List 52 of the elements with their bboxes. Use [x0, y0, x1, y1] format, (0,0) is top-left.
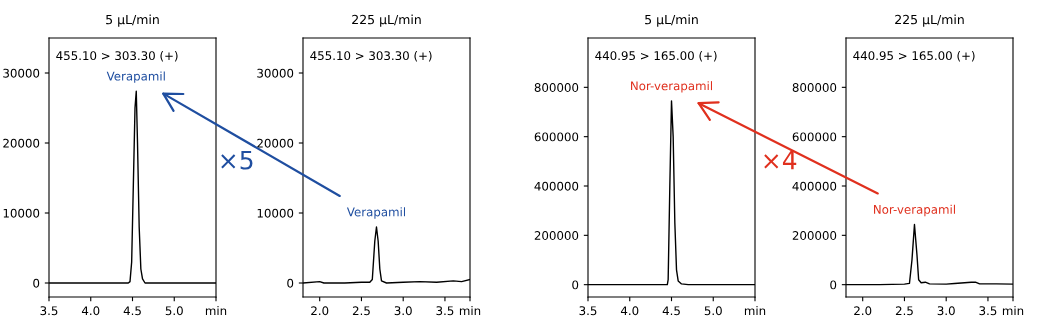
annotation: Nor-verapamil [631, 81, 713, 93]
x-tick-label: 2.5 [895, 306, 913, 316]
y-tick-label: 800000 [792, 83, 837, 92]
y-tick-label: 200000 [534, 231, 579, 240]
x-tick-label: 4.5 [123, 306, 141, 316]
chart-title: 225 µL/min [895, 14, 964, 27]
x-tick-label: 3.5 [579, 306, 597, 316]
y-tick-label: 10000 [257, 208, 294, 218]
y-tick-label: 10000 [3, 208, 40, 218]
y-tick-label: 0 [33, 278, 40, 288]
x-tick-label: 3.0 [937, 306, 955, 316]
x-tick-label: 2.0 [311, 306, 329, 316]
text: ×4 [764, 150, 797, 170]
x-tick-label: 5.0 [165, 306, 183, 316]
x-tick-label: 2.5 [352, 306, 370, 316]
y-tick-label: 600000 [792, 132, 837, 142]
y-tick-label: 30000 [3, 68, 40, 78]
x-tick-label: 3.5 [979, 306, 997, 316]
x-tick-label: 4.0 [81, 306, 100, 316]
x-tick-label: min [744, 306, 766, 315]
x-tick-label: 4.5 [662, 306, 680, 316]
y-tick-label: 0 [830, 280, 837, 290]
x-tick-label: min [459, 306, 481, 315]
annotation: 455.10 > 303.30 (+) [56, 50, 178, 62]
y-tick-label: 600000 [534, 132, 579, 142]
x-tick-label: min [1002, 306, 1024, 315]
y-tick-label: 0 [572, 280, 579, 290]
annotation: Nor-verapamil [874, 204, 955, 217]
y-tick-label: 20000 [257, 138, 294, 148]
x-tick-label: 3.5 [436, 306, 454, 316]
annotation: 440.95 > 165.00 (+) [595, 50, 717, 62]
x-tick-label: 3.0 [394, 306, 412, 316]
annotation: 440.95 > 165.00 (+) [853, 50, 975, 62]
y-tick-label: 400000 [792, 181, 837, 191]
chart-title: 5 µL/min [106, 14, 159, 27]
x-tick-label: 5.0 [704, 306, 722, 316]
text: ×5 [221, 150, 253, 170]
x-tick-label: min [205, 306, 227, 315]
annotation: 455.10 > 303.30 (+) [310, 50, 432, 62]
annotation: Verapamil [346, 207, 406, 219]
x-tick-label: 3.5 [40, 306, 58, 316]
x-tick-label: 2.0 [854, 306, 872, 316]
y-tick-label: 200000 [792, 231, 837, 240]
chart-title: 5 µL/min [645, 14, 698, 27]
annotation: Verapamil [106, 71, 165, 83]
y-tick-label: 20000 [3, 138, 40, 148]
y-tick-label: 400000 [534, 181, 579, 191]
x-tick-label: 4.0 [620, 306, 639, 316]
y-tick-label: 30000 [257, 68, 294, 78]
y-tick-label: 800000 [534, 83, 579, 92]
y-tick-label: 0 [287, 278, 294, 288]
chart-title: 225 µL/min [352, 14, 421, 27]
